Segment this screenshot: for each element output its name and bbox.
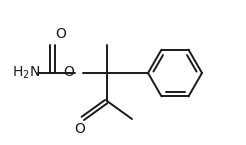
Text: O: O — [63, 65, 74, 79]
Text: O: O — [55, 27, 66, 41]
Text: O: O — [75, 122, 85, 136]
Text: H$_2$N: H$_2$N — [12, 65, 40, 81]
